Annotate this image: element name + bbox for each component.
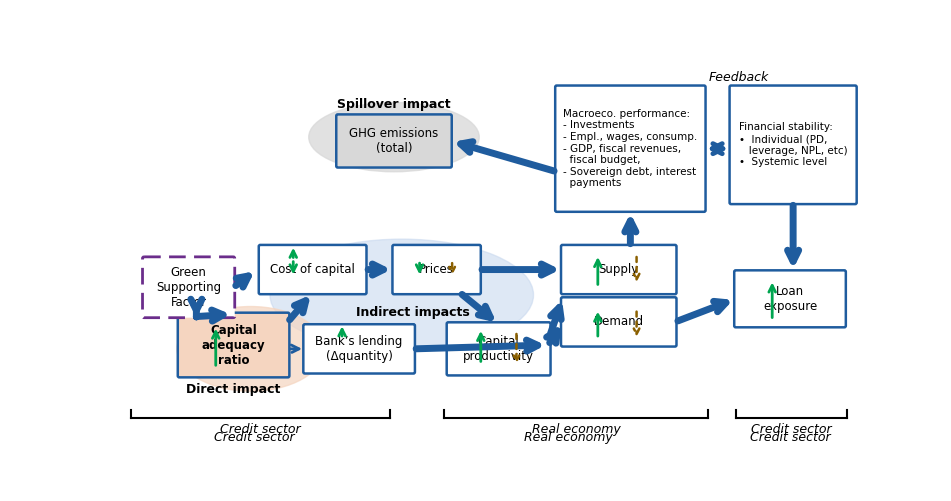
FancyBboxPatch shape <box>259 245 366 294</box>
FancyArrowPatch shape <box>678 302 726 321</box>
Text: GHG emissions
(total): GHG emissions (total) <box>349 127 438 155</box>
Text: Cost of capital: Cost of capital <box>270 263 355 276</box>
FancyArrowPatch shape <box>460 142 554 171</box>
FancyBboxPatch shape <box>734 271 845 327</box>
FancyArrowPatch shape <box>417 340 537 351</box>
FancyArrowPatch shape <box>547 331 557 343</box>
Text: Green
Supporting
Factor: Green Supporting Factor <box>156 266 222 309</box>
Text: Feedback: Feedback <box>708 71 769 84</box>
Text: Macroeco. performance:
- Investments
- Empl., wages, consump.
- GDP, fiscal reve: Macroeco. performance: - Investments - E… <box>563 109 697 188</box>
FancyArrowPatch shape <box>787 205 799 262</box>
FancyArrowPatch shape <box>462 295 491 318</box>
FancyArrowPatch shape <box>449 263 455 273</box>
Text: Credit sector: Credit sector <box>749 431 830 444</box>
FancyBboxPatch shape <box>303 324 415 374</box>
FancyArrowPatch shape <box>712 144 723 154</box>
FancyArrowPatch shape <box>633 312 639 334</box>
FancyBboxPatch shape <box>561 297 676 347</box>
FancyArrowPatch shape <box>633 257 639 280</box>
Text: Supply: Supply <box>598 263 639 276</box>
Text: Credit sector: Credit sector <box>751 423 832 436</box>
FancyArrowPatch shape <box>236 276 248 287</box>
FancyBboxPatch shape <box>447 322 551 375</box>
FancyBboxPatch shape <box>729 86 857 204</box>
FancyArrowPatch shape <box>514 334 519 361</box>
FancyArrowPatch shape <box>594 260 601 285</box>
Text: Real economy: Real economy <box>532 423 620 436</box>
FancyArrowPatch shape <box>199 310 223 321</box>
Text: Capital
productivity: Capital productivity <box>463 335 534 363</box>
Text: Demand: Demand <box>593 316 644 329</box>
Text: Direct impact: Direct impact <box>186 383 281 396</box>
Text: Credit sector: Credit sector <box>214 431 295 444</box>
FancyArrowPatch shape <box>625 221 636 243</box>
FancyBboxPatch shape <box>143 257 235 318</box>
FancyArrowPatch shape <box>290 262 297 272</box>
FancyArrowPatch shape <box>417 263 423 272</box>
FancyArrowPatch shape <box>477 334 484 362</box>
Text: Bank’s lending
(Δquantity): Bank’s lending (Δquantity) <box>316 335 403 363</box>
FancyArrowPatch shape <box>339 329 345 336</box>
Ellipse shape <box>270 239 534 351</box>
Text: Financial stability:
•  Individual (PD,
   leverage, NPL, etc)
•  Systemic level: Financial stability: • Individual (PD, l… <box>739 122 847 167</box>
FancyArrowPatch shape <box>291 345 299 353</box>
Ellipse shape <box>309 103 479 172</box>
Text: Loan
exposure: Loan exposure <box>763 285 817 313</box>
FancyBboxPatch shape <box>393 245 481 294</box>
Text: Prices: Prices <box>419 263 454 276</box>
Text: Credit sector: Credit sector <box>220 423 301 436</box>
FancyBboxPatch shape <box>561 245 676 294</box>
Ellipse shape <box>177 307 324 391</box>
FancyArrowPatch shape <box>290 251 297 258</box>
FancyArrowPatch shape <box>551 307 561 333</box>
FancyArrowPatch shape <box>212 332 219 365</box>
Text: Capital
adequacy
ratio: Capital adequacy ratio <box>202 324 265 367</box>
Text: Real economy: Real economy <box>524 431 612 444</box>
FancyArrowPatch shape <box>768 286 775 318</box>
Text: Indirect impacts: Indirect impacts <box>357 306 470 319</box>
FancyArrowPatch shape <box>290 301 306 320</box>
FancyArrowPatch shape <box>368 264 383 275</box>
FancyArrowPatch shape <box>594 315 601 336</box>
FancyArrowPatch shape <box>482 264 553 275</box>
FancyBboxPatch shape <box>178 313 289 377</box>
FancyArrowPatch shape <box>191 299 202 317</box>
Text: Spillover impact: Spillover impact <box>338 98 451 111</box>
FancyBboxPatch shape <box>337 114 452 167</box>
FancyBboxPatch shape <box>555 86 706 212</box>
